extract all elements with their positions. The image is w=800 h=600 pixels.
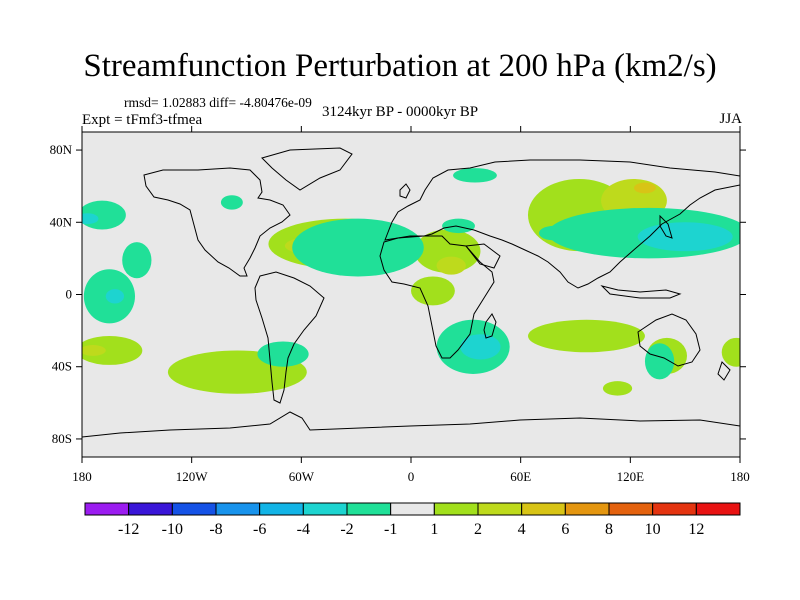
japan-coast [659,214,673,239]
axis-ticks: 180 120W 60W 0 60E 120E 180 80N 40N 0 40S 80S [50,126,750,484]
colorbar-label-5: -2 [340,521,353,538]
anomaly-region-11 [527,319,645,353]
y-tick-label-2: 0 [66,287,73,302]
colorbar-label-2: -8 [209,521,222,538]
experiment-label: Expt = tFmf3-tfmea [82,112,203,128]
colorbar-label-8: 2 [474,521,482,538]
colorbar-swatch-7 [390,502,435,516]
indonesia-coast [600,285,682,299]
x-tick-label-0: 180 [72,469,92,484]
anomaly-region-7 [411,276,455,306]
europe-asia-coast [384,159,740,289]
arabia-coast [465,243,501,269]
colorbar-swatch-1 [128,502,173,516]
stats-text: rmsd= 1.02883 diff= -4.80476e-09 [124,95,312,110]
greenland-coast [261,147,353,191]
colorbar: -12 -10 -8 -6 -4 -2 -1 1 2 4 6 8 10 12 [84,502,741,538]
season-label: JJA [719,111,742,127]
anomaly-region-29 [637,222,733,252]
coastlines [82,147,740,438]
x-tick-label-2: 60W [289,469,315,484]
anomaly-region-14 [721,337,740,367]
anomaly-region-25 [257,341,309,367]
colorbar-label-7: 1 [430,521,438,538]
colorbar-swatch-5 [302,502,348,516]
anomaly-region-10 [633,182,656,194]
anomaly-region-16 [82,213,99,225]
colorbar-label-1: -10 [162,521,183,538]
colorbar-swatch-3 [215,502,261,516]
anomaly-region-13 [602,381,633,396]
x-tick-label-1: 120W [176,469,209,484]
colorbar-swatch-4 [259,502,304,516]
north-america-coast [143,167,291,277]
x-tick-label-4: 60E [510,469,531,484]
colorbar-swatch-2 [171,502,217,516]
anomaly-region-6 [436,256,466,275]
colorbar-label-0: -12 [118,521,139,538]
colorbar-label-10: 6 [561,521,569,538]
colorbar-swatch-9 [477,502,523,516]
anomaly-region-30 [644,343,675,380]
colorbar-label-6: -1 [384,521,397,538]
period-label: 3124kyr BP - 0000kyr BP [321,104,479,120]
anomaly-regions [82,168,740,396]
madagascar-coast [483,313,497,339]
colorbar-swatch-6 [346,502,392,516]
colorbar-label-12: 10 [645,521,661,538]
chart-title: Streamfunction Perturbation at 200 hPa (… [83,48,717,84]
anomaly-region-2 [82,345,106,356]
anomaly-region-21 [292,218,424,277]
anomaly-region-20 [220,195,243,210]
x-tick-label-3: 0 [408,469,415,484]
anomaly-region-22 [442,218,475,234]
anomaly-region-17 [122,242,152,279]
south-america-coast [254,271,325,404]
colorbar-label-11: 8 [605,521,613,538]
y-tick-label-0: 80N [50,142,73,157]
colorbar-swatch-0 [84,502,130,516]
colorbar-label-4: -4 [297,521,310,538]
y-tick-label-3: 40S [52,359,72,374]
x-tick-label-5: 120E [617,469,645,484]
new-zealand-coast [717,361,731,381]
anomaly-region-27 [460,334,501,360]
y-tick-label-4: 80S [52,431,72,446]
antarctica-coast [82,411,740,438]
x-tick-label-6: 180 [730,469,750,484]
colorbar-label-13: 12 [688,521,704,538]
colorbar-swatch-11 [564,502,610,516]
colorbar-swatch-12 [608,502,654,516]
anomaly-region-1 [82,336,143,365]
y-tick-label-1: 40N [50,214,73,229]
anomaly-region-19 [105,289,125,304]
british-isles-coast [399,183,411,199]
colorbar-label-9: 4 [518,521,526,538]
anomaly-region-23 [453,168,497,183]
africa-coast [379,235,495,359]
australia-coast [637,313,701,367]
colorbar-swatch-10 [521,502,566,516]
colorbar-label-3: -6 [253,521,266,538]
colorbar-swatch-14 [695,502,741,516]
colorbar-swatch-13 [652,502,697,516]
colorbar-swatch-8 [433,502,479,516]
